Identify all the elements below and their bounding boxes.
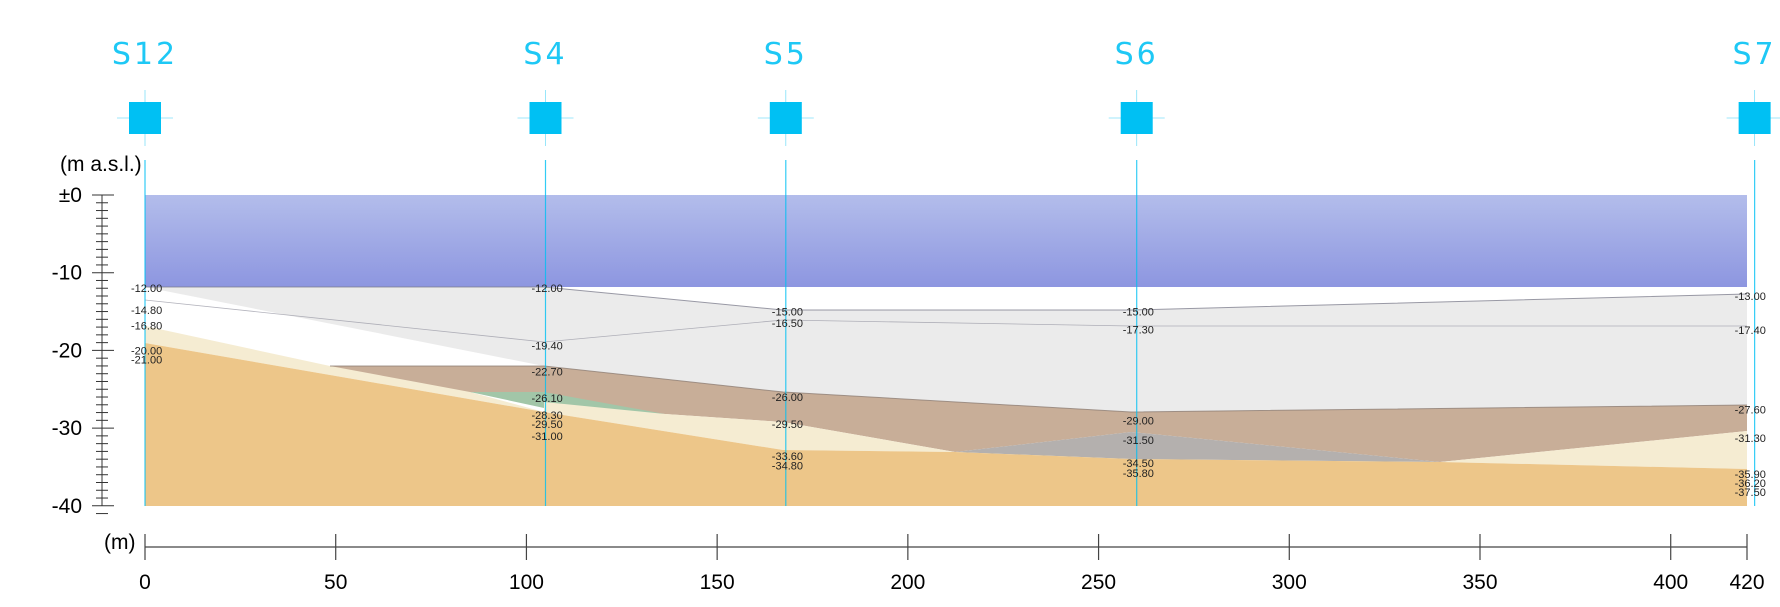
depth-label: -35.90 <box>1735 469 1766 481</box>
y-tick-label: -30 <box>52 417 82 440</box>
y-tick-label: -10 <box>52 262 82 285</box>
borehole-name: S4 <box>523 37 567 72</box>
distance-unit-label: (m) <box>104 531 135 554</box>
depth-label: -15.00 <box>772 307 803 319</box>
depth-label: -28.30 <box>532 410 563 422</box>
y-axis: ±0 -10 -20 -30 -40 <box>52 184 114 518</box>
x-tick-label: 250 <box>1081 571 1116 594</box>
x-tick-label: 350 <box>1462 571 1497 594</box>
depth-label: -17.30 <box>1123 324 1154 336</box>
depth-label: -35.80 <box>1123 468 1154 480</box>
x-tick-label: 0 <box>139 571 151 594</box>
depth-label: -31.50 <box>1123 435 1154 447</box>
borehole-name: S6 <box>1115 37 1159 72</box>
depth-label: -26.10 <box>532 393 563 405</box>
depth-label: -21.00 <box>131 354 162 366</box>
borehole-marker-icon[interactable] <box>129 102 161 134</box>
x-tick-label: 50 <box>324 571 347 594</box>
depth-label: -33.60 <box>772 451 803 463</box>
depth-label: -29.50 <box>532 419 563 431</box>
cream-sand-right-layer <box>1440 431 1747 469</box>
borehole-marker-icon[interactable] <box>1738 102 1771 134</box>
borehole-marker-icon[interactable] <box>1120 102 1153 134</box>
depth-label: -17.40 <box>1735 325 1766 337</box>
y-tick-label: -20 <box>52 339 82 362</box>
cream-sand-upper-layer <box>145 326 544 412</box>
soil-layers <box>145 195 1747 506</box>
borehole-s6[interactable]: S6 -15.00 -17.30 -29.00 -31.50 -34.50-35.80 <box>1108 37 1165 506</box>
grey-layer <box>955 432 1440 462</box>
elevation-unit-label: (m a.s.l.) <box>60 153 142 176</box>
x-tick-label: 420 <box>1729 571 1764 594</box>
depth-label: -37.50 <box>1735 487 1766 499</box>
layer-boundaries <box>144 286 1748 413</box>
boreholes: S12 -12.00 -14.80 -16.80 -20.00-21.00 S4 -12.0… <box>112 37 1780 506</box>
depth-label: -20.00 <box>131 345 162 357</box>
depth-label: -34.50 <box>1123 458 1154 470</box>
borehole-s5[interactable]: S5 -15.00-16.50 -26.00 -29.50 -33.60-34.80 <box>757 37 814 506</box>
depth-label: -16.80 <box>131 321 162 333</box>
borehole-name: S5 <box>764 37 808 72</box>
borehole-marker-icon[interactable] <box>769 102 802 134</box>
depth-label: -29.00 <box>1123 415 1154 427</box>
borehole-s12[interactable]: S12 -12.00 -14.80 -16.80 -20.00-21.00 <box>112 37 178 506</box>
depth-label: -36.20 <box>1735 478 1766 490</box>
depth-label: -12.00 <box>532 283 563 295</box>
depth-label: -13.00 <box>1735 291 1766 303</box>
brown-clay-layer <box>330 366 1747 462</box>
depth-label: -26.00 <box>772 392 803 404</box>
x-tick-label: 300 <box>1272 571 1307 594</box>
borehole-marker-icon[interactable] <box>529 102 562 134</box>
x-tick-label: 150 <box>700 571 735 594</box>
x-tick-label: 400 <box>1653 571 1688 594</box>
depth-label: -29.50 <box>772 419 803 431</box>
depth-label: -34.80 <box>772 460 803 472</box>
borehole-s7[interactable]: S7 -13.00 -17.40 -27.60 -31.30 -35.90-36.20-3… <box>1726 37 1780 506</box>
cream-sand-lower-layer <box>544 402 955 452</box>
x-tick-label: 100 <box>509 571 544 594</box>
y-tick-label: -40 <box>52 495 82 518</box>
green-layer <box>470 392 665 414</box>
depth-label: -15.00 <box>1123 307 1154 319</box>
borehole-s4[interactable]: S4 -12.00 -19.40 -22.70 -26.10 -28.30-29.50-3… <box>517 37 574 506</box>
x-axis: 0 50 100 150 200 250 300 350 400 420 <box>139 534 1765 594</box>
depth-label: -22.70 <box>532 366 563 378</box>
depth-label: -16.50 <box>772 318 803 330</box>
depth-label: -19.40 <box>532 341 563 353</box>
depth-label: -31.30 <box>1735 433 1766 445</box>
depth-label: -14.80 <box>131 305 162 317</box>
water-layer <box>145 195 1747 287</box>
depth-label: -27.60 <box>1735 404 1766 416</box>
depth-label: -12.00 <box>131 283 162 295</box>
depth-label: -31.00 <box>532 431 563 443</box>
y-tick-label: ±0 <box>59 184 82 207</box>
borehole-name: S12 <box>112 37 178 72</box>
borehole-name: S7 <box>1732 37 1776 72</box>
x-tick-label: 200 <box>890 571 925 594</box>
